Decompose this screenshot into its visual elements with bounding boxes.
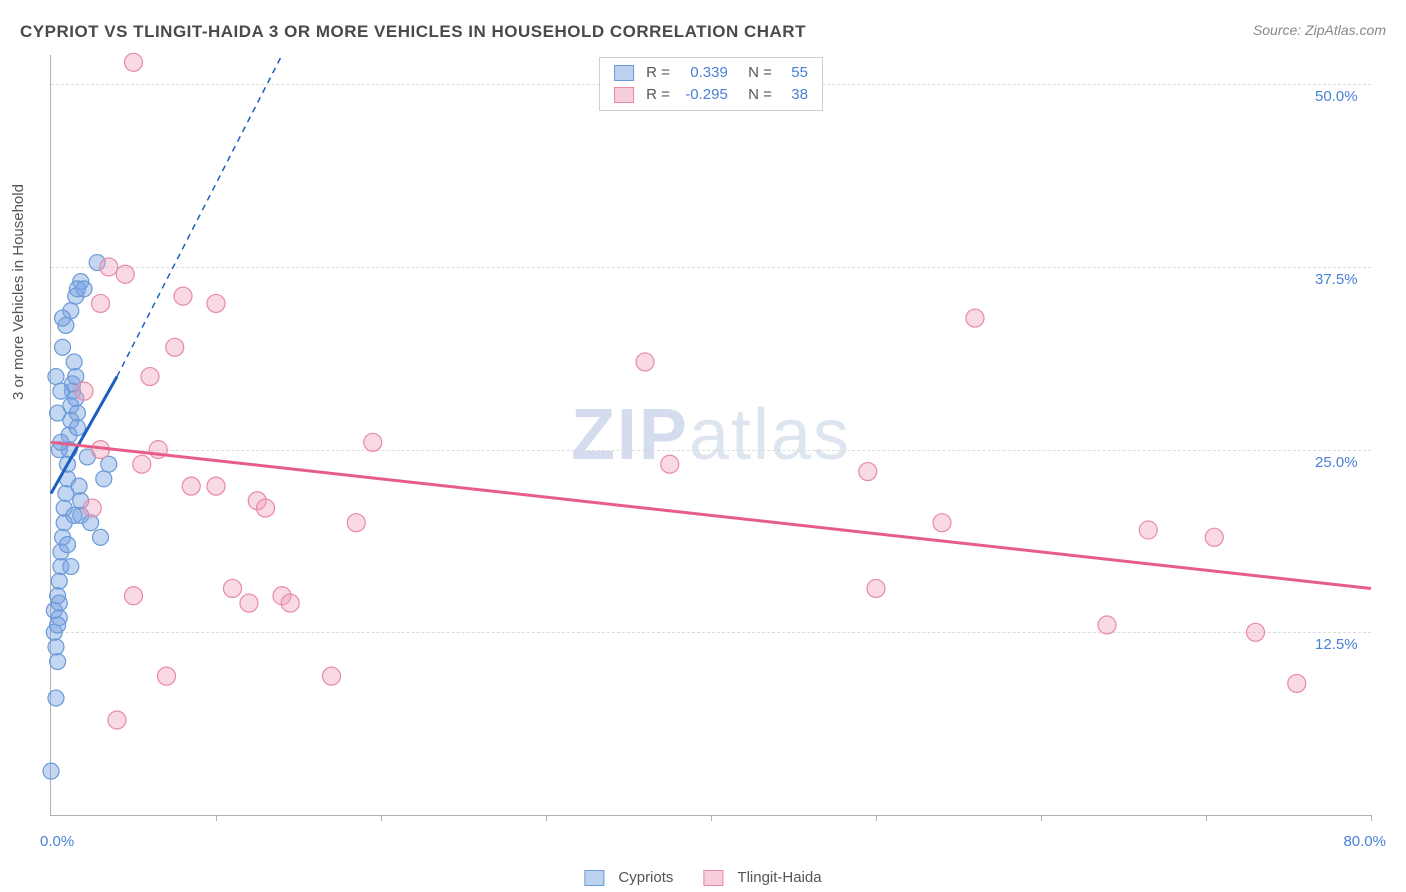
legend-item-cypriots: Cypriots — [584, 869, 673, 886]
r-label: R = — [646, 84, 670, 106]
legend-row-cypriots: R = 0.339 N = 55 — [614, 62, 808, 84]
n-label: N = — [748, 62, 772, 84]
swatch-cypriots — [614, 65, 634, 81]
legend-item-tlingit: Tlingit-Haida — [703, 869, 821, 886]
n-value-cypriots: 55 — [778, 62, 808, 84]
y-tick-label: 25.0% — [1315, 454, 1358, 471]
plot-area: ZIPatlas R = 0.339 N = 55 R = -0.295 N =… — [50, 55, 1371, 816]
swatch-tlingit — [614, 87, 634, 103]
scatter-svg — [51, 55, 1371, 815]
correlation-legend: R = 0.339 N = 55 R = -0.295 N = 38 — [599, 57, 823, 111]
y-tick-label: 50.0% — [1315, 88, 1358, 105]
y-axis-label: 3 or more Vehicles in Household — [10, 184, 27, 400]
x-axis-min: 0.0% — [40, 833, 74, 850]
legend-row-tlingit: R = -0.295 N = 38 — [614, 84, 808, 106]
y-tick-label: 37.5% — [1315, 271, 1358, 288]
n-value-tlingit: 38 — [778, 84, 808, 106]
legend-label-tlingit: Tlingit-Haida — [737, 869, 821, 886]
y-tick-label: 12.5% — [1315, 636, 1358, 653]
legend-label-cypriots: Cypriots — [618, 869, 673, 886]
n-label: N = — [748, 84, 772, 106]
r-label: R = — [646, 62, 670, 84]
chart-title: CYPRIOT VS TLINGIT-HAIDA 3 OR MORE VEHIC… — [20, 22, 806, 42]
x-axis-max: 80.0% — [1343, 833, 1386, 850]
r-value-tlingit: -0.295 — [676, 84, 728, 106]
source-label: Source: ZipAtlas.com — [1253, 22, 1386, 38]
r-value-cypriots: 0.339 — [676, 62, 728, 84]
swatch-cypriots — [584, 870, 604, 886]
series-legend: Cypriots Tlingit-Haida — [584, 869, 821, 886]
swatch-tlingit — [703, 870, 723, 886]
